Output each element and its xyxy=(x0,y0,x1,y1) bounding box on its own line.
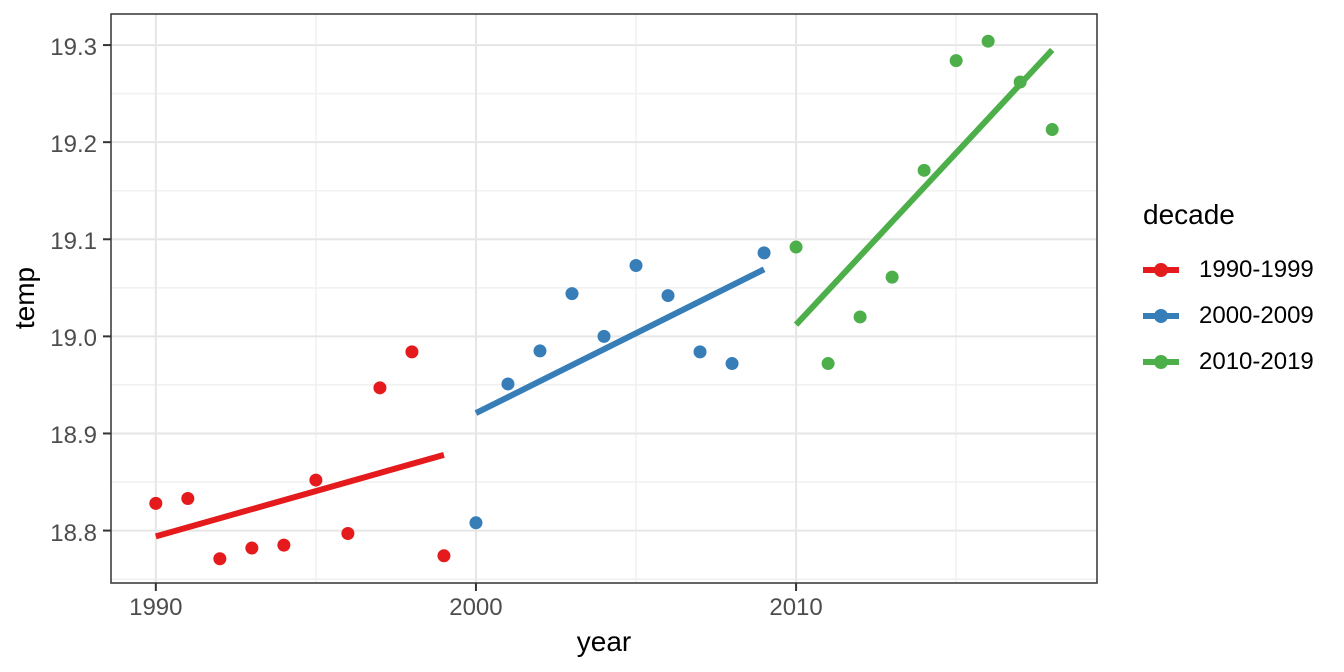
y-tick-label: 18.9 xyxy=(50,422,97,450)
data-point-2000-2009 xyxy=(565,287,579,301)
data-point-2010-2019 xyxy=(853,310,867,324)
panel-border xyxy=(110,13,1098,584)
y-tick-label: 18.8 xyxy=(50,519,97,547)
y-tick-label: 19.1 xyxy=(50,228,97,256)
data-point-2010-2019 xyxy=(1013,75,1027,89)
data-point-2010-2019 xyxy=(949,54,963,68)
legend-item: 2000-2009 xyxy=(1143,301,1343,331)
legend-key-line-point-icon xyxy=(1143,262,1179,277)
data-point-2000-2009 xyxy=(725,357,739,371)
trendline-2010-2019 xyxy=(793,47,1055,327)
data-point-2000-2009 xyxy=(469,516,483,530)
data-point-1990-1999 xyxy=(277,538,291,552)
x-tick-label: 2000 xyxy=(449,594,503,621)
x-tick-label: 1990 xyxy=(129,594,183,621)
data-point-2000-2009 xyxy=(533,344,547,358)
legend-title: decade xyxy=(1143,199,1235,230)
data-point-1990-1999 xyxy=(309,473,323,487)
data-point-2000-2009 xyxy=(757,246,771,260)
x-axis-title: year xyxy=(576,626,632,657)
legend-key-line-point-icon xyxy=(1143,308,1179,323)
legend-item: 2010-2019 xyxy=(1143,347,1343,377)
data-point-1990-1999 xyxy=(245,541,259,555)
data-point-2010-2019 xyxy=(885,270,899,284)
data-point-2000-2009 xyxy=(693,345,707,359)
trendline-1990-1999 xyxy=(155,451,445,540)
y-tick-label: 19.0 xyxy=(50,325,97,353)
y-tick-label: 19.2 xyxy=(50,131,97,159)
data-point-2010-2019 xyxy=(981,34,995,48)
data-point-1990-1999 xyxy=(341,526,355,540)
data-point-1990-1999 xyxy=(405,345,419,359)
legend-item-label: 1990-1999 xyxy=(1199,255,1314,283)
data-point-2010-2019 xyxy=(821,357,835,371)
x-tick-label: 2010 xyxy=(769,594,823,621)
data-point-2010-2019 xyxy=(1045,123,1059,137)
data-point-1990-1999 xyxy=(213,552,227,566)
data-point-2000-2009 xyxy=(629,258,643,272)
data-point-2000-2009 xyxy=(597,329,611,343)
data-point-1990-1999 xyxy=(149,496,163,510)
y-tick-label: 19.3 xyxy=(50,34,97,62)
legend: decade 1990-1999 2000-2009 2010-2019 xyxy=(1143,199,1343,393)
legend-item: 1990-1999 xyxy=(1143,255,1343,285)
legend-items: 1990-1999 2000-2009 2010-2019 xyxy=(1143,255,1343,377)
legend-item-label: 2000-2009 xyxy=(1199,301,1314,329)
panel-background xyxy=(111,14,1097,583)
data-point-2000-2009 xyxy=(661,289,675,303)
y-axis-title: temp xyxy=(9,266,40,330)
legend-item-label: 2010-2019 xyxy=(1199,347,1314,375)
data-point-1990-1999 xyxy=(437,549,451,563)
trendline-2000-2009 xyxy=(474,266,766,416)
legend-key-line-point-icon xyxy=(1143,354,1179,369)
data-point-1990-1999 xyxy=(373,381,387,395)
data-point-2010-2019 xyxy=(789,240,803,254)
data-point-2010-2019 xyxy=(917,163,931,177)
data-point-2000-2009 xyxy=(501,377,515,391)
data-point-1990-1999 xyxy=(181,492,195,506)
